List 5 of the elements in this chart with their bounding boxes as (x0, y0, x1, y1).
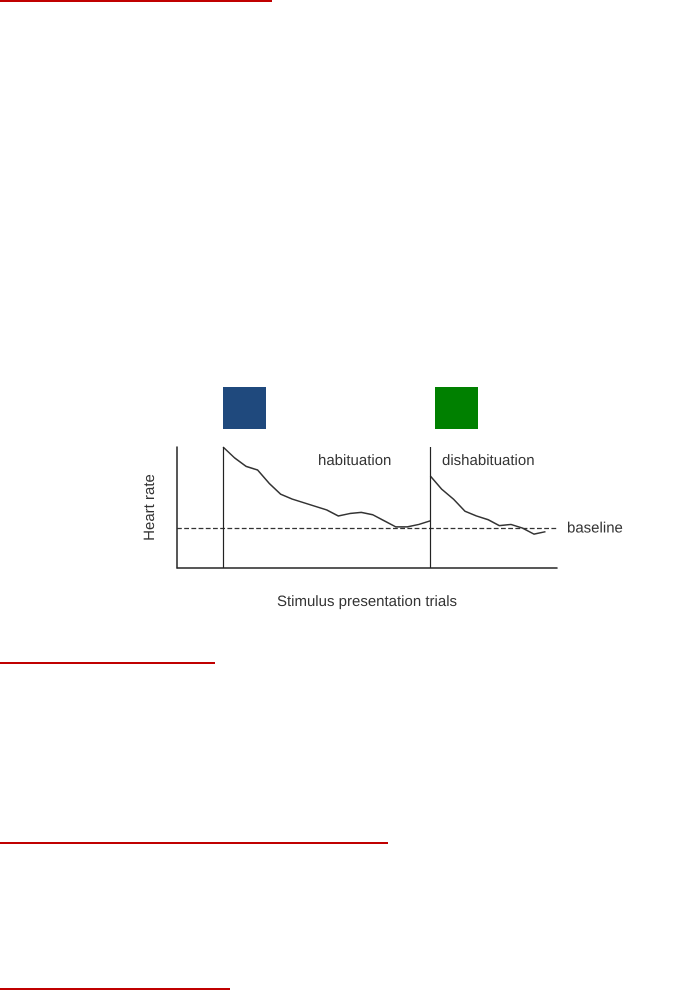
annotation: habituation (318, 452, 392, 469)
annotation: dishabituation (442, 452, 535, 469)
y-axis-title: Heart rate (141, 474, 158, 541)
x-axis-title: Stimulus presentation trials (276, 593, 458, 610)
ref-line-label: baseline (567, 520, 623, 537)
